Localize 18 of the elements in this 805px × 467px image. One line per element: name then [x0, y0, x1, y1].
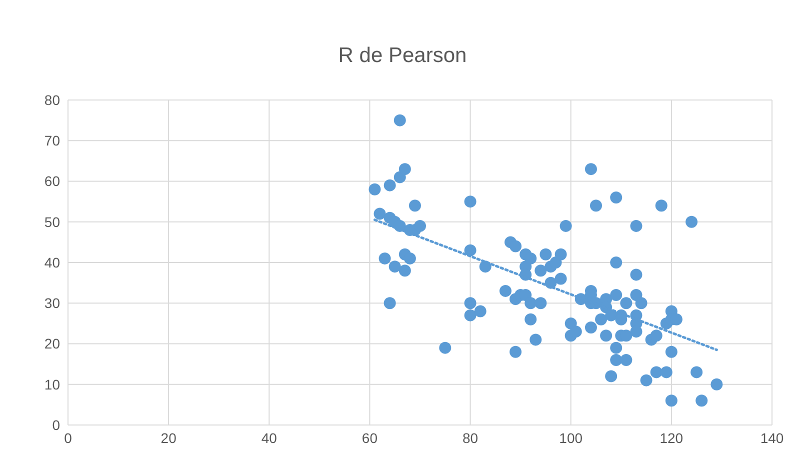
y-tick-label: 70	[44, 132, 60, 149]
x-tick-label: 120	[660, 430, 684, 446]
x-tick-label: 0	[64, 430, 72, 446]
y-tick-label: 20	[44, 336, 60, 352]
y-tick-label: 50	[44, 214, 60, 230]
y-tick-label: 60	[44, 173, 60, 190]
y-tick-label: 0	[52, 416, 60, 433]
x-tick-label: 40	[261, 430, 278, 446]
y-tick-label: 80	[44, 92, 60, 108]
x-tick-label: 140	[760, 430, 784, 446]
x-tick-label: 80	[462, 430, 478, 446]
x-tick-label: 100	[559, 430, 583, 446]
x-tick-label: 20	[160, 430, 177, 446]
y-tick-label: 10	[44, 376, 60, 392]
x-tick-label: 60	[362, 430, 378, 446]
y-tick-label: 40	[44, 254, 60, 270]
y-tick-label: 30	[44, 295, 60, 312]
chart-title: R de Pearson	[337, 44, 468, 68]
